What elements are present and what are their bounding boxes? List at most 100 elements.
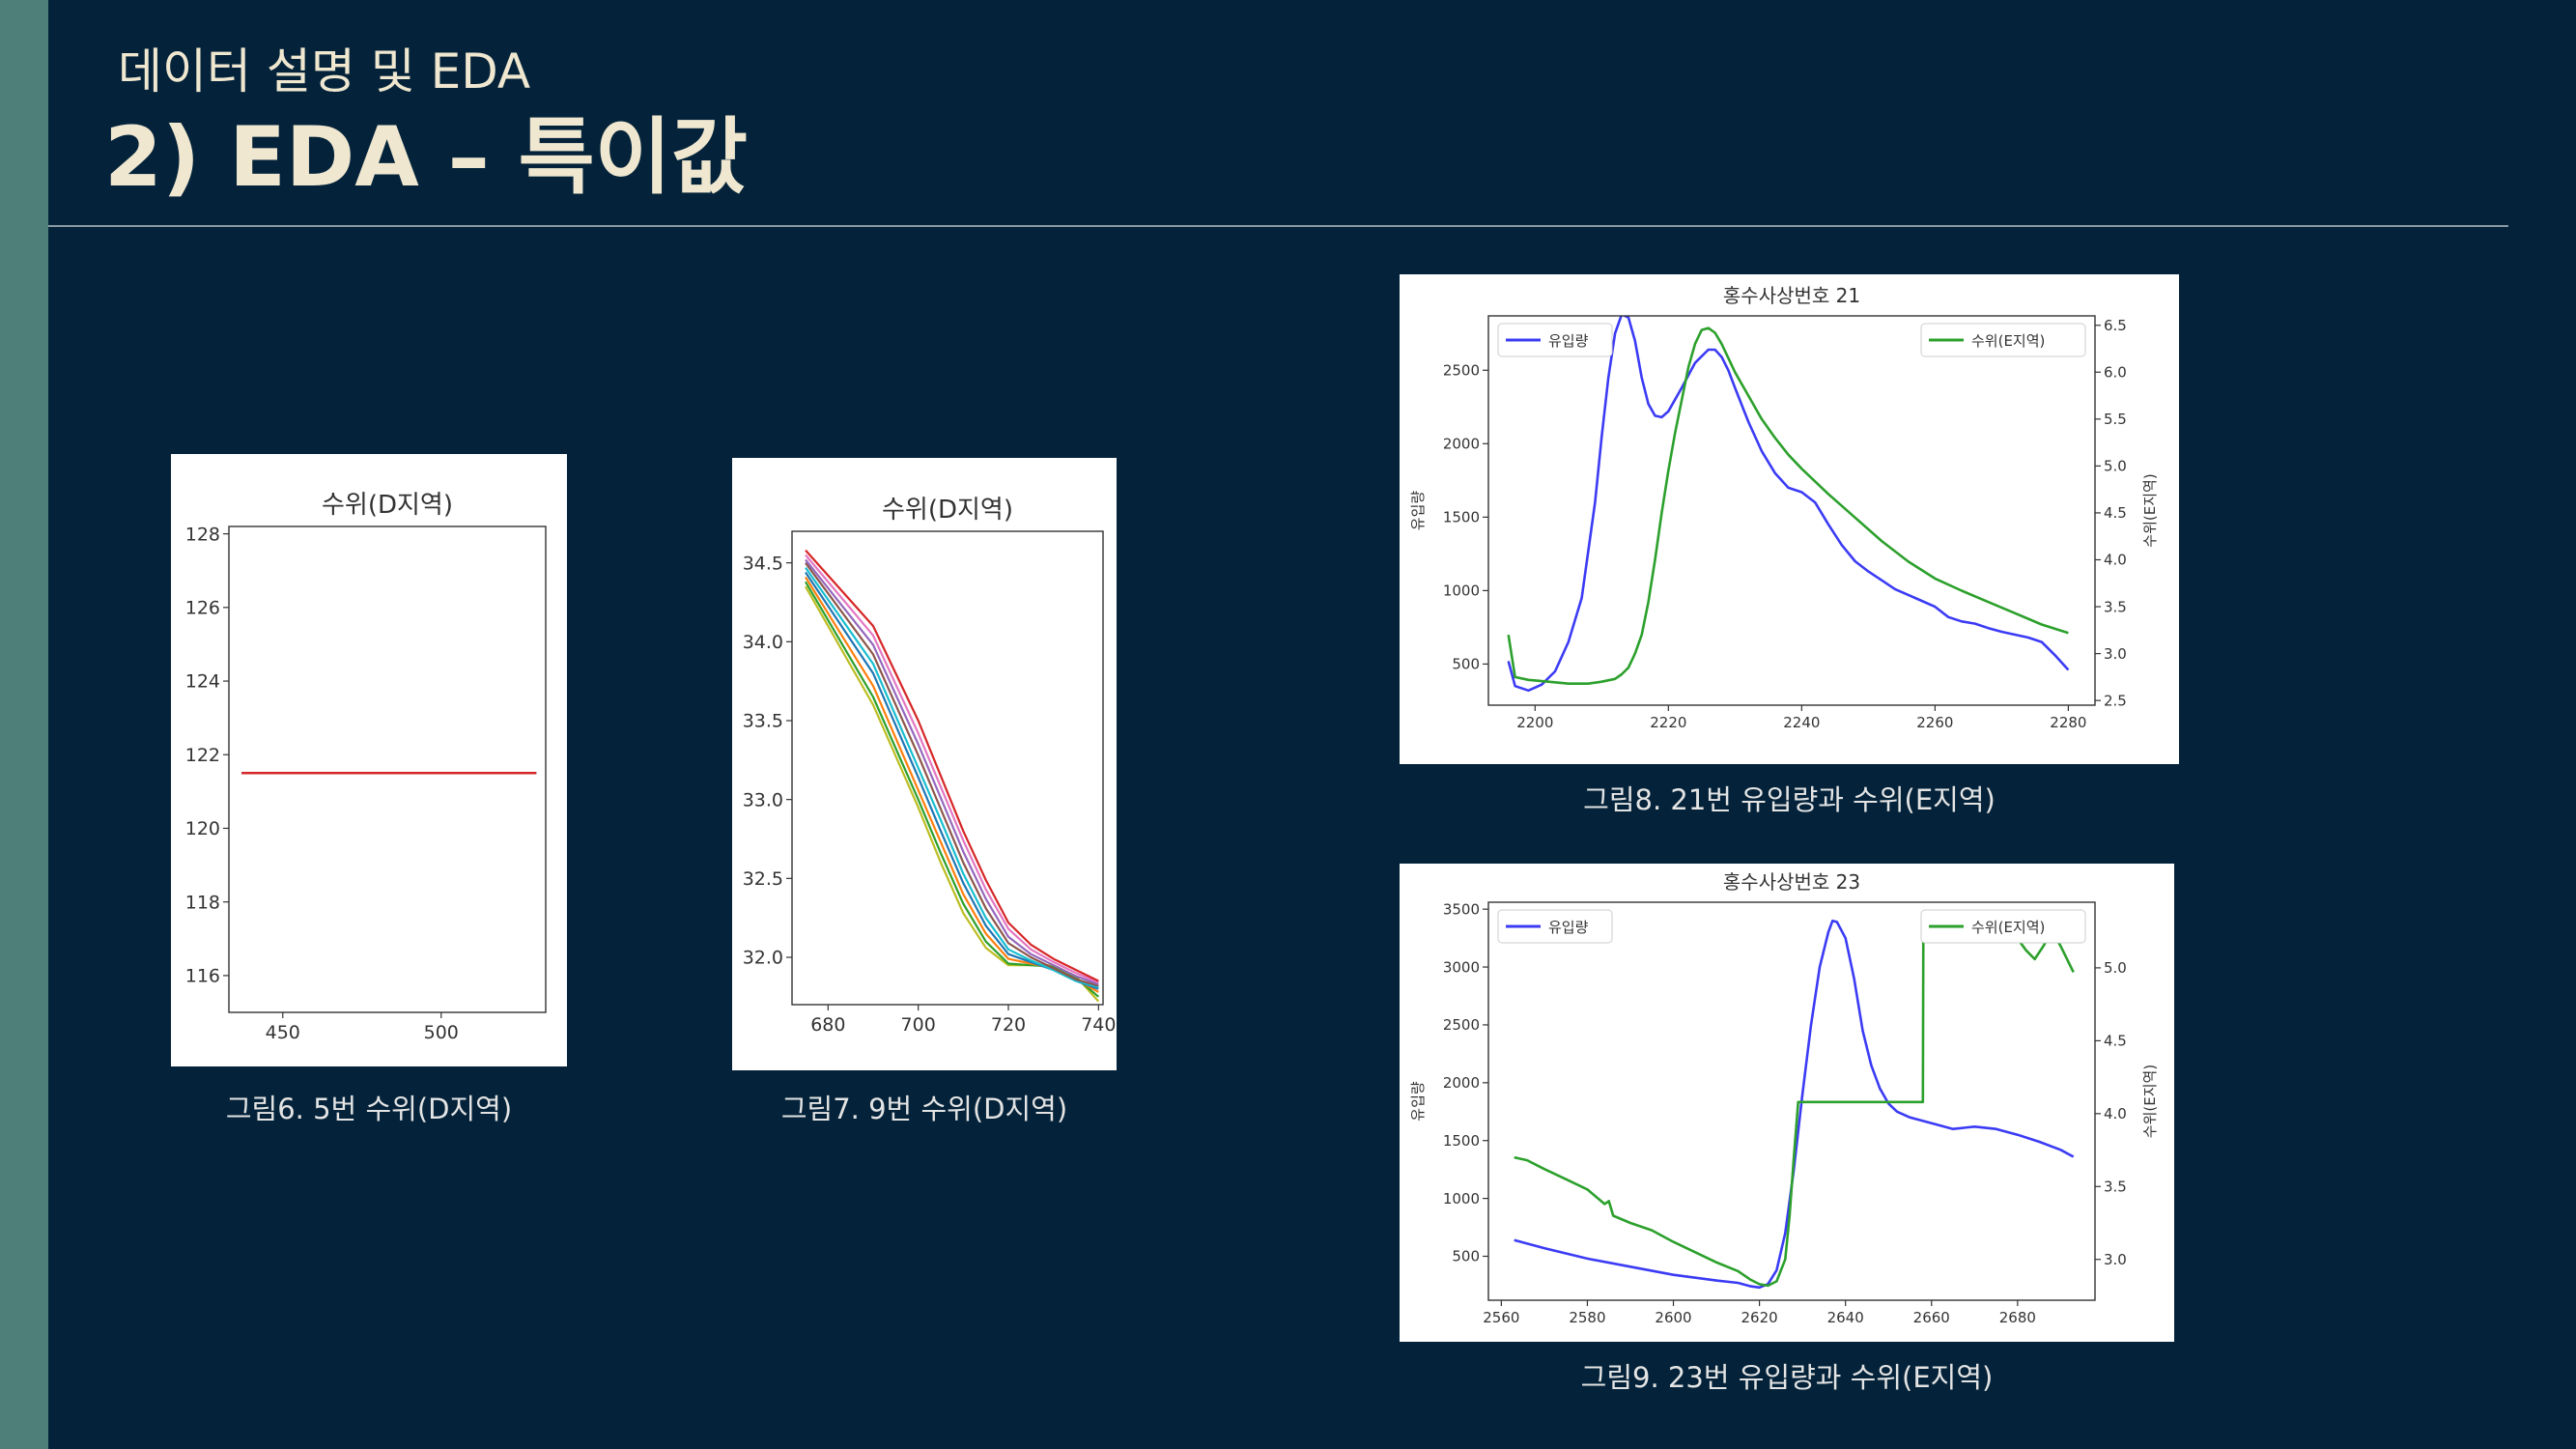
legend-right-label: 수위(E지역) [1971, 919, 2045, 936]
y2-tick-label: 3.5 [2104, 598, 2127, 615]
figure-9-panel: 홍수사상번호 23 2560 2580 2600 2620 2640 2660 2680 500… [1400, 864, 2174, 1342]
x-tick-label: 2260 [1916, 714, 1953, 731]
y-tick-label: 3500 [1443, 900, 1480, 918]
y2-tick-label: 4.0 [2104, 1105, 2127, 1122]
title-divider [48, 225, 2508, 227]
sidebar-accent-strip [0, 0, 48, 1449]
y2-tick-label: 5.0 [2104, 959, 2127, 977]
y-tick-label: 500 [1452, 1248, 1480, 1265]
legend-left-label: 유입량 [1548, 332, 1589, 350]
x-tick-label: 2560 [1483, 1309, 1519, 1326]
y2-tick-label: 6.5 [2104, 317, 2127, 334]
y2-tick-label: 4.5 [2104, 1033, 2127, 1050]
series-line-1 [1514, 923, 2075, 1288]
series-line-1 [805, 581, 1100, 998]
y2-tick-label: 5.5 [2104, 411, 2127, 428]
plot-frame [228, 526, 547, 1013]
series-line-7 [805, 554, 1099, 984]
series-line-3 [805, 571, 1099, 990]
y-tick-label: 118 [185, 892, 220, 913]
x-tick-label: 450 [266, 1022, 300, 1043]
y2-tick-label: 3.0 [2104, 1251, 2127, 1268]
y-tick-label: 34.5 [743, 553, 783, 574]
x-tick-label: 740 [1081, 1014, 1116, 1036]
figure-8-panel: 홍수사상번호 21 2200 2220 2240 2260 2280 500 1000 1500… [1400, 274, 2179, 764]
slide-title: 2) EDA – 특이값 [104, 109, 749, 206]
y-tick-label: 1000 [1443, 1190, 1480, 1208]
series-line-8 [805, 549, 1099, 982]
figure-8-chart: 홍수사상번호 21 2200 2220 2240 2260 2280 500 1000 1500… [1409, 284, 2159, 731]
y-tick-label: 120 [185, 818, 220, 839]
legend-left-box [1497, 323, 1613, 357]
legend-right-box [1920, 323, 2086, 357]
x-tick-label: 2640 [1827, 1309, 1864, 1326]
x-tick-label: 2660 [1913, 1309, 1950, 1326]
x-tick-label: 2220 [1650, 714, 1686, 731]
y-tick-label: 34.0 [743, 632, 783, 653]
x-tick-label: 2620 [1741, 1309, 1778, 1326]
y2-tick-label: 2.5 [2104, 692, 2127, 709]
y2-axis-label: 수위(E지역) [2141, 1065, 2159, 1138]
y-tick-label: 122 [185, 745, 220, 766]
series-line-6 [805, 558, 1099, 985]
y-axis-label: 유입량 [1409, 491, 1427, 531]
plot-frame [791, 530, 1104, 1006]
series-line-4 [805, 566, 1099, 989]
y2-tick-label: 3.5 [2104, 1179, 2127, 1196]
series-line-0 [1514, 919, 2075, 1290]
chart-title: 수위(D지역) [322, 491, 453, 520]
y-tick-label: 32.0 [743, 948, 783, 969]
y-tick-label: 1500 [1443, 1132, 1480, 1150]
y-tick-label: 128 [185, 524, 220, 545]
chart-title: 수위(D지역) [882, 496, 1013, 525]
series-line-0 [1507, 316, 2070, 693]
figure-7-caption: 그림7. 9번 수위(D지역) [780, 1093, 1068, 1125]
y-tick-label: 116 [185, 966, 220, 987]
figure-7-panel: 수위(D지역) 680 700 720 740 32.0 32.5 33.0 33.5 34.0 3… [732, 458, 1117, 1070]
y-tick-label: 124 [185, 671, 220, 693]
chart-title: 홍수사상번호 21 [1723, 284, 1860, 307]
series-line-5 [805, 562, 1099, 987]
x-tick-label: 2680 [1999, 1309, 2036, 1326]
figure-9-caption: 그림9. 23번 유입량과 수위(E지역) [1580, 1361, 1994, 1394]
plot-frame [1487, 901, 2096, 1301]
y-tick-label: 3000 [1443, 958, 1480, 976]
y2-tick-label: 6.0 [2104, 364, 2127, 382]
y-tick-label: 33.0 [743, 789, 783, 810]
figure-9-chart: 홍수사상번호 23 2560 2580 2600 2620 2640 2660 2680 500… [1409, 870, 2159, 1326]
y-tick-label: 126 [185, 597, 220, 618]
x-tick-label: 720 [991, 1014, 1026, 1036]
y2-tick-label: 4.0 [2104, 552, 2127, 569]
legend-left-box [1497, 909, 1613, 944]
y2-axis-label: 수위(E지역) [2141, 473, 2159, 547]
x-tick-label: 2600 [1655, 1309, 1691, 1326]
y-tick-label: 500 [1452, 656, 1480, 673]
y-tick-label: 2000 [1443, 1074, 1480, 1092]
x-tick-label: 700 [901, 1014, 936, 1036]
y2-tick-label: 4.5 [2104, 504, 2127, 522]
x-tick-label: 500 [424, 1022, 459, 1043]
legend-right-box [1920, 909, 2086, 944]
figure-6-panel: 수위(D지역) 450 500 116 118 120 122 124 126 128 [171, 454, 567, 1066]
figure-6-caption: 그림6. 5번 수위(D지역) [225, 1093, 513, 1125]
figure-8-caption: 그림8. 21번 유입량과 수위(E지역) [1583, 783, 1996, 816]
chart-title: 홍수사상번호 23 [1723, 870, 1860, 894]
y2-tick-label: 3.0 [2104, 645, 2127, 663]
figure-7-chart: 수위(D지역) 680 700 720 740 32.0 32.5 33.0 33.5 34.0 3… [743, 496, 1117, 1036]
y-tick-label: 32.5 [743, 868, 783, 890]
x-tick-label: 2580 [1569, 1309, 1605, 1326]
x-tick-label: 2240 [1783, 714, 1820, 731]
slide-subtitle: 데이터 설명 및 EDA [118, 43, 531, 99]
figure-6-chart: 수위(D지역) 450 500 116 118 120 122 124 126 128 [185, 491, 547, 1043]
y-axis-label: 유입량 [1409, 1081, 1427, 1122]
x-tick-label: 680 [810, 1014, 845, 1036]
series-line-1 [1507, 327, 2069, 685]
y-tick-label: 33.5 [743, 711, 783, 732]
y-tick-label: 1500 [1443, 509, 1480, 526]
legend-left-label: 유입량 [1548, 919, 1589, 936]
y-tick-label: 2000 [1443, 436, 1480, 453]
y-tick-label: 2500 [1443, 362, 1480, 380]
x-tick-label: 2200 [1516, 714, 1553, 731]
y-tick-label: 2500 [1443, 1016, 1480, 1034]
legend-right-label: 수위(E지역) [1971, 332, 2045, 350]
